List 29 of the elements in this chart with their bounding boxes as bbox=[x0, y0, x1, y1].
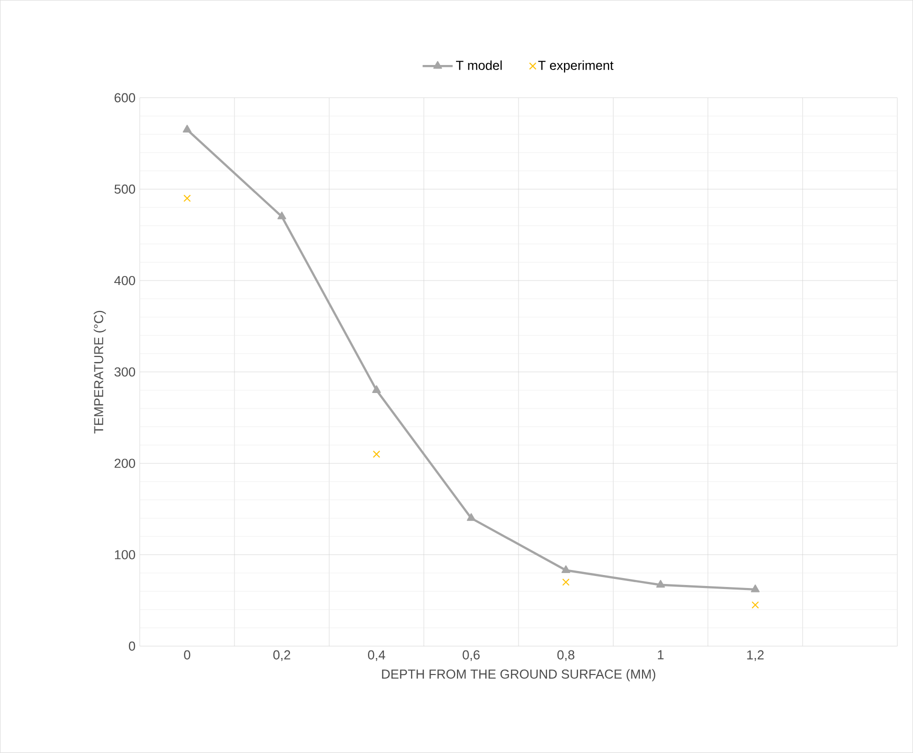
x-tick-label: 0,6 bbox=[462, 650, 480, 662]
x-tick-label: 0 bbox=[184, 650, 190, 660]
point bbox=[182, 124, 192, 133]
y-tick-label: 600 bbox=[114, 93, 136, 102]
y-axis-title: TEMPERATURE (°C) bbox=[94, 310, 106, 434]
point bbox=[183, 194, 191, 202]
x-tick-label: 0,8 bbox=[557, 650, 574, 662]
point bbox=[656, 580, 665, 588]
point bbox=[372, 450, 380, 458]
point bbox=[562, 578, 570, 586]
legend-label: T model bbox=[456, 60, 502, 70]
point bbox=[562, 565, 570, 574]
y-tick-label: 200 bbox=[114, 458, 136, 468]
point bbox=[372, 385, 381, 394]
legend-label: T experiment bbox=[538, 60, 614, 73]
y-tick-label: 500 bbox=[114, 184, 136, 194]
x-tick-label: 1,2 bbox=[747, 650, 764, 662]
point bbox=[466, 513, 476, 521]
y-tick-label: 100 bbox=[114, 550, 136, 560]
y-tick-label: 400 bbox=[114, 276, 136, 286]
x-tick-label: 1 bbox=[658, 650, 664, 660]
point bbox=[752, 601, 759, 609]
x-tick-label: 0,4 bbox=[368, 650, 386, 662]
y-tick-label: 0 bbox=[128, 642, 136, 651]
x-axis-title: DEPTH FROM THE GROUND SURFACE (MM) bbox=[382, 669, 656, 682]
x-tick-label: 0,2 bbox=[273, 650, 290, 662]
y-tick-label: 300 bbox=[114, 367, 136, 377]
point bbox=[277, 212, 286, 220]
point bbox=[750, 584, 760, 592]
